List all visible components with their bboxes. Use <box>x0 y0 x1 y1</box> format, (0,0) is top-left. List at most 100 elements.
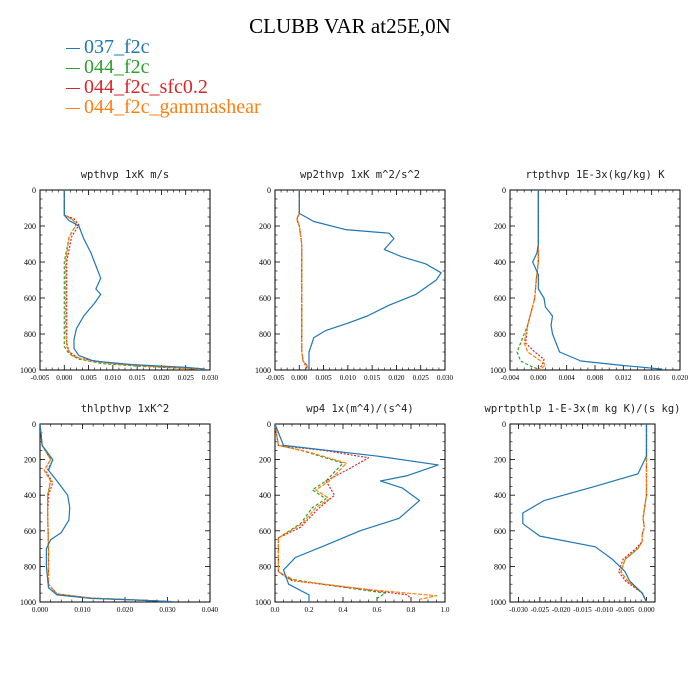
y-tick-label: 1000 <box>255 366 271 375</box>
y-tick-label: 800 <box>24 562 36 571</box>
y-tick-label: 200 <box>259 456 271 465</box>
y-tick-label: 400 <box>494 258 506 267</box>
series-line-037-f2c <box>298 190 442 370</box>
x-tick-label: -0.020 <box>552 606 571 614</box>
x-tick-label: 0.2 <box>305 606 314 614</box>
y-tick-label: 0 <box>502 420 506 429</box>
legend-label: 037_f2c <box>84 36 150 58</box>
legend-swatch <box>66 47 80 49</box>
y-tick-label: 600 <box>259 527 271 536</box>
panel-title: wpthvp 1xK m/s <box>81 169 170 181</box>
x-tick-label: 0.020 <box>117 606 134 614</box>
series-line-037-f2c <box>63 190 206 370</box>
x-tick-label: 0.030 <box>202 374 219 382</box>
x-tick-label: 0.008 <box>587 374 604 382</box>
series-line-044-f2c-sfc0-2 <box>63 190 206 370</box>
x-tick-label: 0.010 <box>74 606 91 614</box>
series-line-044-f2c <box>516 190 539 370</box>
x-tick-label: 0.015 <box>364 374 381 382</box>
x-tick-label: 0.4 <box>339 606 348 614</box>
series-line-044-f2c-gammashear <box>63 190 201 370</box>
plot-frame <box>509 189 681 371</box>
panel-title: wp2thvp 1xK m^2/s^2 <box>300 169 420 181</box>
legend-entry-044-f2c-sfc0.2: 044_f2c_sfc0.2 <box>66 77 261 97</box>
legend-label: 044_f2c_sfc0.2 <box>84 76 208 98</box>
x-tick-label: 0.012 <box>615 374 632 382</box>
x-tick-label: 0.010 <box>105 374 122 382</box>
series-line-044-f2c <box>275 424 387 602</box>
legend: 037_f2c 044_f2c 044_f2c_sfc0.2 044_f2c_g… <box>66 37 261 117</box>
series-line-044-f2c <box>40 424 172 602</box>
x-tick-label: 0.020 <box>153 374 170 382</box>
y-tick-label: 600 <box>494 527 506 536</box>
series-line-044-f2c <box>63 190 206 370</box>
chart-panel-2: wp2thvp 1xK m^2/s^2 0 200 400 600 800 1000-0.0… <box>255 169 453 382</box>
series-line-044-f2c-sfc0-2 <box>40 424 172 602</box>
y-tick-label: 800 <box>494 330 506 339</box>
panel-title: thlpthvp 1xK^2 <box>81 403 170 415</box>
x-tick-label: 0.040 <box>202 606 219 614</box>
y-tick-label: 800 <box>259 330 271 339</box>
legend-entry-037-f2c: 037_f2c <box>66 37 261 57</box>
y-tick-label: 1000 <box>490 366 506 375</box>
y-tick-label: 1000 <box>20 598 36 607</box>
y-tick-label: 200 <box>24 222 36 231</box>
chart-panel-3: rtpthvp 1E-3x(kg/kg) K 0 200 400 600 800 1000-… <box>490 169 688 382</box>
x-tick-label: 0.000 <box>56 374 73 382</box>
series-line-044-f2c-gammashear <box>620 424 648 602</box>
x-tick-label: -0.010 <box>595 606 614 614</box>
series-line-044-f2c-gammashear <box>275 424 438 602</box>
panel-title: wp4 1x(m^4)/(s^4) <box>306 403 413 415</box>
chart-panel-1: wpthvp 1xK m/s 0 200 400 600 800 1000-0.005 0.0… <box>20 169 218 382</box>
x-tick-label: 0.000 <box>638 606 655 614</box>
x-tick-label: 0.015 <box>129 374 146 382</box>
x-tick-label: 0.000 <box>291 374 308 382</box>
x-tick-label: 0.0 <box>271 606 280 614</box>
x-tick-label: 0.030 <box>437 374 454 382</box>
x-tick-label: 0.6 <box>373 606 382 614</box>
y-tick-label: 0 <box>502 186 506 195</box>
legend-swatch <box>66 87 80 89</box>
page-title: CLUBB VAR at25E,0N <box>249 14 451 38</box>
x-tick-label: -0.005 <box>616 606 635 614</box>
x-tick-label: 0.025 <box>413 374 430 382</box>
plot-frame <box>39 423 211 603</box>
y-tick-label: 800 <box>494 562 506 571</box>
y-tick-label: 0 <box>267 186 271 195</box>
plot-frame <box>274 423 446 603</box>
y-tick-label: 400 <box>259 491 271 500</box>
series-line-044-f2c <box>620 424 648 602</box>
x-tick-label: 0.020 <box>388 374 405 382</box>
x-tick-label: 0.016 <box>644 374 661 382</box>
series-line-044-f2c <box>296 190 310 370</box>
y-tick-label: 400 <box>494 491 506 500</box>
y-tick-label: 200 <box>494 456 506 465</box>
y-tick-label: 600 <box>24 294 36 303</box>
series-line-044-f2c-gammashear <box>296 190 309 370</box>
y-tick-label: 200 <box>24 456 36 465</box>
legend-swatch <box>66 67 80 69</box>
y-tick-label: 1000 <box>490 598 506 607</box>
series-line-044-f2c-gammashear <box>40 424 172 602</box>
series-line-037-f2c <box>532 190 663 370</box>
panel-title: rtpthvp 1E-3x(kg/kg) K <box>525 169 665 181</box>
x-tick-label: -0.004 <box>501 374 520 382</box>
chart-panel-6: wprtpthlp 1-E-3x(m kg K)/(s kg) 0 200 400 60… <box>485 403 681 614</box>
x-tick-label: -0.005 <box>266 374 285 382</box>
x-tick-label: 0.000 <box>32 606 49 614</box>
plot-frame <box>509 423 656 603</box>
x-tick-label: 0.010 <box>340 374 357 382</box>
y-tick-label: 600 <box>259 294 271 303</box>
x-tick-label: 1.0 <box>441 606 450 614</box>
legend-swatch <box>66 107 80 109</box>
legend-label: 044_f2c <box>84 56 150 78</box>
y-tick-label: 400 <box>24 491 36 500</box>
series-line-037-f2c <box>40 424 172 602</box>
y-tick-label: 0 <box>32 420 36 429</box>
x-tick-label: 0.005 <box>315 374 332 382</box>
y-tick-label: 400 <box>24 258 36 267</box>
panel-title: wprtpthlp 1-E-3x(m kg K)/(s kg) <box>485 403 681 415</box>
series-line-037-f2c <box>275 424 439 602</box>
